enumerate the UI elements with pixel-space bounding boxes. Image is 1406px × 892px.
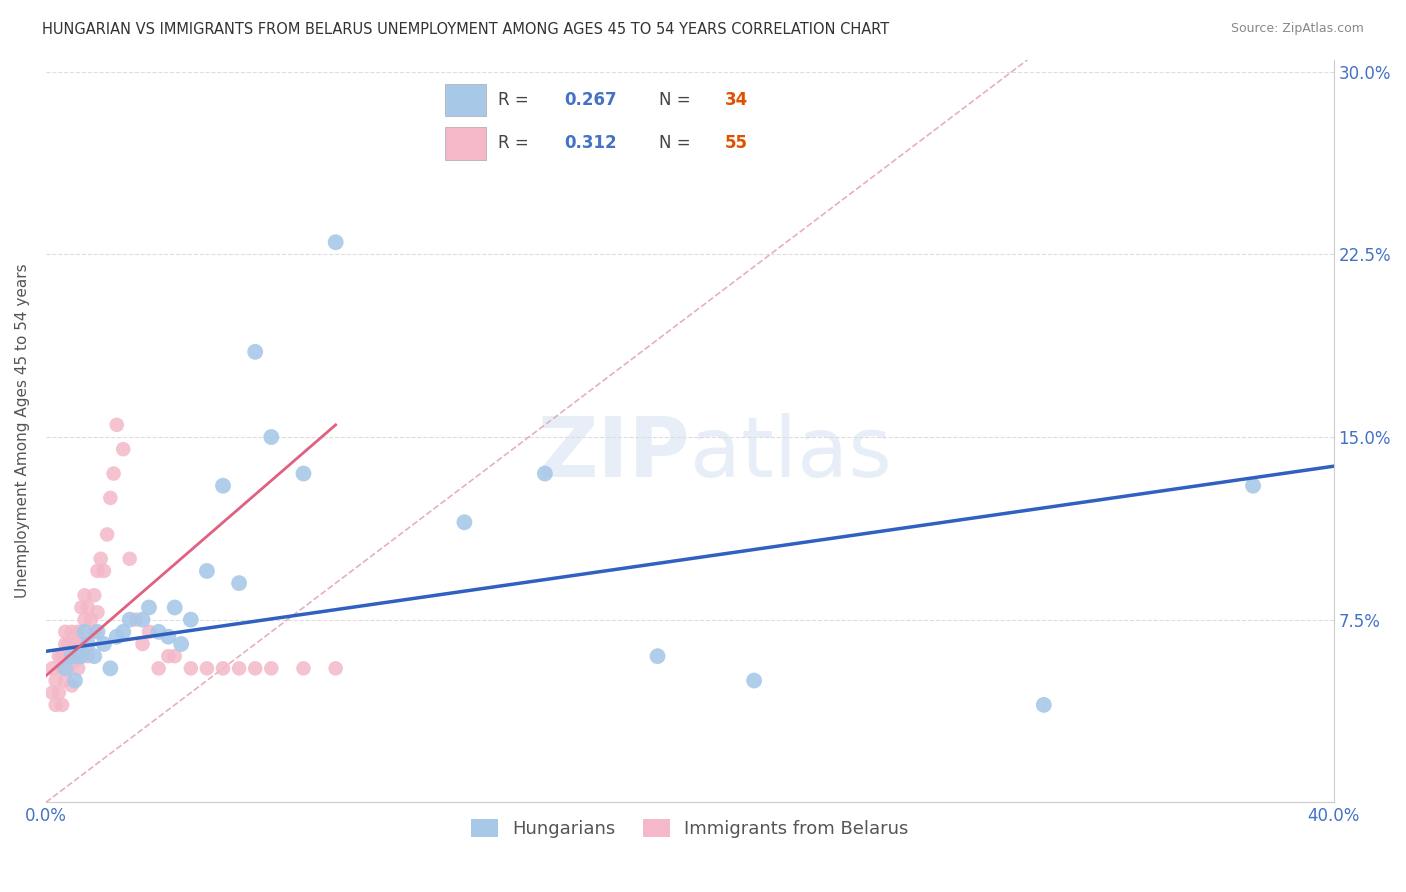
Point [58, 661, 80, 675]
Point [245, 661, 267, 675]
Point [325, 661, 347, 675]
Point [58, 637, 80, 651]
Point [260, 430, 283, 444]
Point [70, 600, 93, 615]
Point [647, 649, 669, 664]
Point [63, 673, 86, 688]
Point [148, 624, 170, 639]
Point [180, 613, 202, 627]
Point [98, 661, 121, 675]
Point [453, 515, 475, 529]
Point [51, 698, 73, 712]
Point [292, 467, 315, 481]
Point [118, 613, 141, 627]
Point [67, 637, 90, 651]
Point [76, 637, 98, 651]
Point [83, 588, 105, 602]
Point [53, 637, 76, 651]
Point [63, 637, 86, 651]
Text: HUNGARIAN VS IMMIGRANTS FROM BELARUS UNEMPLOYMENT AMONG AGES 45 TO 54 YEARS CORR: HUNGARIAN VS IMMIGRANTS FROM BELARUS UNE… [42, 22, 890, 37]
Point [138, 624, 160, 639]
Text: atlas: atlas [690, 413, 891, 493]
Y-axis label: Unemployment Among Ages 45 to 54 years: Unemployment Among Ages 45 to 54 years [15, 264, 30, 599]
Point [103, 467, 125, 481]
Point [76, 649, 98, 664]
Point [1241, 479, 1264, 493]
Point [228, 576, 250, 591]
Point [90, 551, 112, 566]
Point [76, 600, 98, 615]
Point [138, 600, 160, 615]
Point [260, 661, 283, 675]
Point [212, 661, 235, 675]
Point [86, 624, 108, 639]
Point [70, 637, 93, 651]
Point [86, 605, 108, 619]
Point [60, 624, 83, 639]
Point [228, 661, 250, 675]
Point [131, 613, 153, 627]
Point [83, 649, 105, 664]
Point [45, 698, 67, 712]
Point [170, 637, 193, 651]
Point [73, 624, 96, 639]
Point [48, 649, 70, 664]
Point [131, 637, 153, 651]
Point [112, 624, 135, 639]
Point [67, 661, 90, 675]
Point [118, 551, 141, 566]
Point [105, 630, 128, 644]
Point [148, 661, 170, 675]
Point [48, 686, 70, 700]
Legend: Hungarians, Immigrants from Belarus: Hungarians, Immigrants from Belarus [464, 812, 915, 846]
Point [51, 661, 73, 675]
Point [60, 678, 83, 692]
Point [195, 564, 218, 578]
Point [51, 649, 73, 664]
Point [112, 442, 135, 457]
Point [60, 649, 83, 664]
Point [53, 673, 76, 688]
Point [70, 649, 93, 664]
Point [534, 467, 557, 481]
Point [86, 564, 108, 578]
Point [80, 613, 103, 627]
Point [292, 661, 315, 675]
Point [96, 527, 118, 541]
Point [53, 624, 76, 639]
Point [163, 649, 186, 664]
Point [41, 661, 63, 675]
Point [157, 649, 180, 664]
Point [73, 613, 96, 627]
Point [163, 600, 186, 615]
Point [98, 491, 121, 505]
Point [60, 649, 83, 664]
Point [67, 624, 90, 639]
Point [83, 624, 105, 639]
Point [93, 564, 115, 578]
Point [742, 673, 765, 688]
Point [67, 649, 90, 664]
Point [245, 344, 267, 359]
Point [53, 661, 76, 675]
Point [63, 654, 86, 668]
Point [125, 613, 148, 627]
Point [93, 637, 115, 651]
Point [195, 661, 218, 675]
Point [325, 235, 347, 250]
Point [212, 479, 235, 493]
Point [105, 417, 128, 432]
Point [1032, 698, 1054, 712]
Point [157, 630, 180, 644]
Point [73, 588, 96, 602]
Point [180, 661, 202, 675]
Text: Source: ZipAtlas.com: Source: ZipAtlas.com [1230, 22, 1364, 36]
Point [41, 686, 63, 700]
Point [45, 673, 67, 688]
Text: ZIP: ZIP [537, 413, 690, 493]
